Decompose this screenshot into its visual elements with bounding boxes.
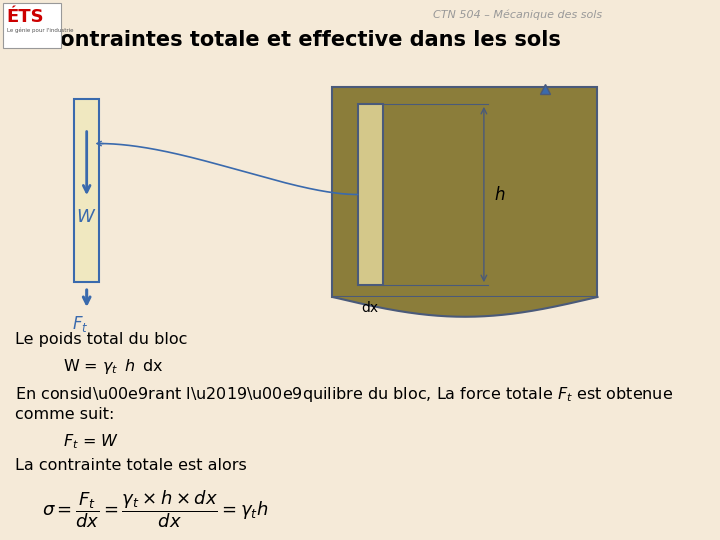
Text: $F_t$: $F_t$ xyxy=(72,314,88,334)
Text: W = $\gamma_t\,$ $h\,$ dx: W = $\gamma_t\,$ $h\,$ dx xyxy=(63,357,163,376)
Text: La contrainte totale est alors: La contrainte totale est alors xyxy=(15,458,247,474)
Text: En consid\u00e9rant l\u2019\u00e9quilibre du bloc, La force totale $F_t$ est obt: En consid\u00e9rant l\u2019\u00e9quilibr… xyxy=(15,385,673,404)
Text: comme suit:: comme suit: xyxy=(15,407,114,422)
Text: Contraintes totale et effective dans les sols: Contraintes totale et effective dans les… xyxy=(45,30,561,50)
Polygon shape xyxy=(333,297,598,317)
Text: ÉTS: ÉTS xyxy=(6,8,45,26)
Bar xyxy=(3,3,61,48)
Text: $\sigma = \dfrac{F_t}{dx} = \dfrac{\gamma_t \times h \times dx}{dx} = \gamma_t h: $\sigma = \dfrac{F_t}{dx} = \dfrac{\gamm… xyxy=(42,488,269,530)
Bar xyxy=(74,99,99,282)
Text: CTN 504 – Mécanique des sols: CTN 504 – Mécanique des sols xyxy=(433,10,603,21)
Text: Le poids total du bloc: Le poids total du bloc xyxy=(15,332,187,347)
Text: $W$: $W$ xyxy=(76,208,97,226)
Polygon shape xyxy=(333,87,598,297)
Bar xyxy=(358,104,383,285)
Text: Le génie pour l'industrie: Le génie pour l'industrie xyxy=(6,28,73,33)
Text: dx: dx xyxy=(361,301,379,315)
Text: $F_t$ = $W$: $F_t$ = $W$ xyxy=(63,433,119,451)
Text: $h$: $h$ xyxy=(494,186,505,204)
